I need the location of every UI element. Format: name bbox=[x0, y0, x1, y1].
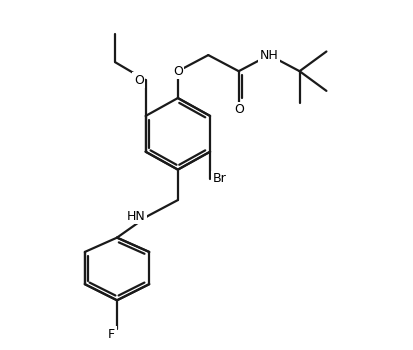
Text: O: O bbox=[134, 74, 144, 87]
Text: Br: Br bbox=[213, 172, 226, 185]
Text: F: F bbox=[108, 328, 115, 341]
Text: NH: NH bbox=[260, 49, 278, 62]
Text: HN: HN bbox=[127, 210, 146, 223]
Text: O: O bbox=[234, 103, 244, 117]
Text: O: O bbox=[173, 65, 183, 78]
